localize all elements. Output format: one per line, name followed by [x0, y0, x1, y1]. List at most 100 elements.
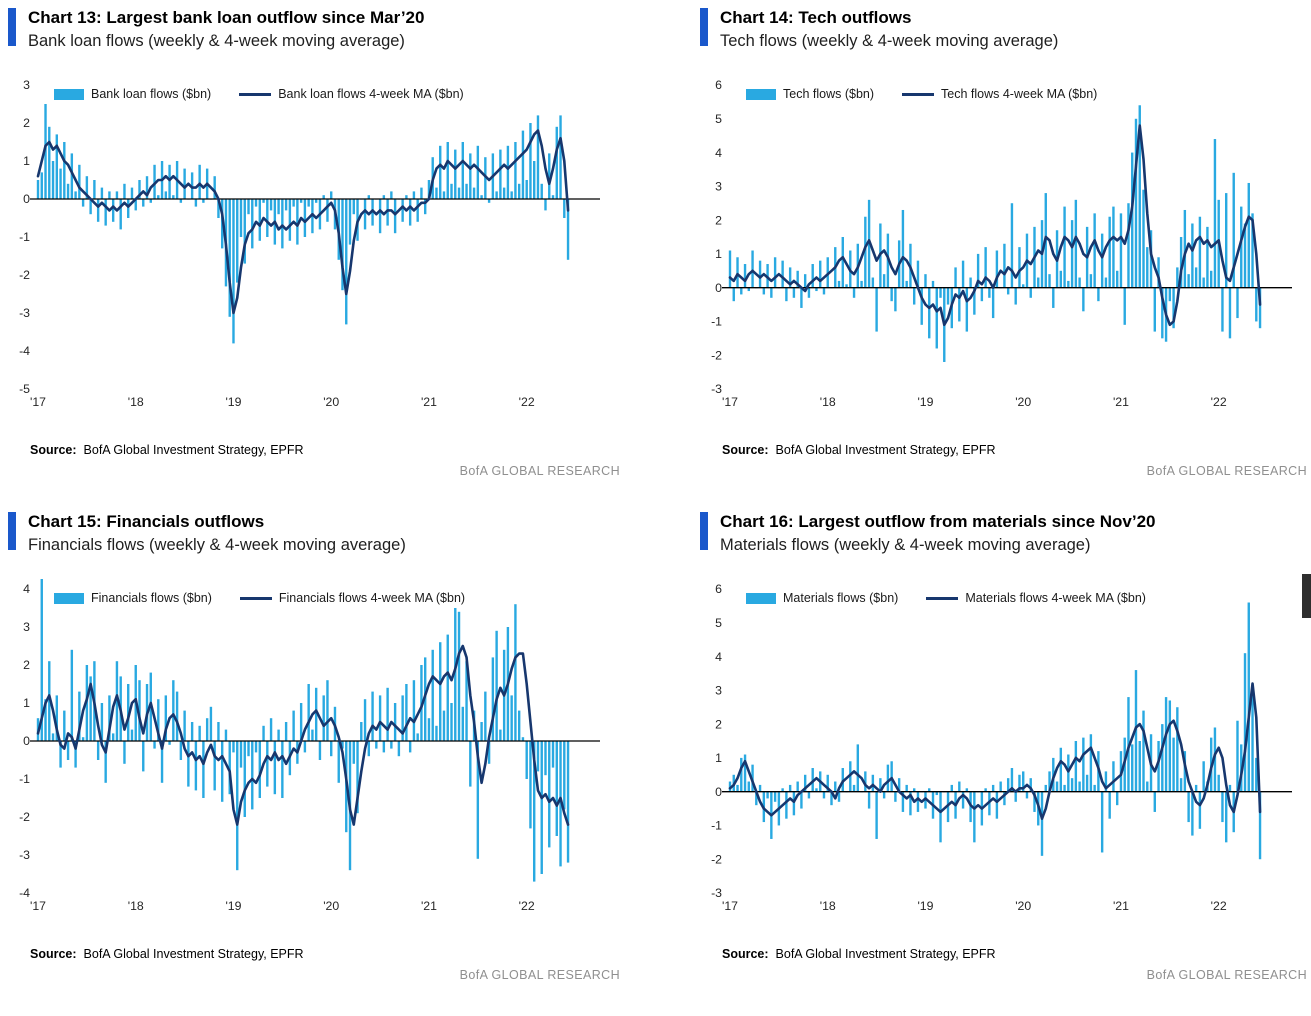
- source-line: Source: BofA Global Investment Strategy, …: [700, 443, 1307, 457]
- legend-line-label: Financials flows 4-week MA ($bn): [278, 591, 466, 605]
- chart16-card: Chart 16: Largest outflow from materials…: [700, 512, 1307, 982]
- chart15-legend: Financials flows ($bn) Financials flows …: [54, 591, 465, 605]
- title-accent-bar: [700, 512, 708, 550]
- chart-subtitle: Financials flows (weekly & 4-week moving…: [28, 536, 406, 554]
- y-axis-ticks: 6 5 4 3 2 1 0 -1 -2 -3: [711, 582, 722, 900]
- svg-text:2: 2: [23, 658, 30, 672]
- chart13-card: Chart 13: Largest bank loan outflow sinc…: [8, 8, 620, 478]
- svg-text:1: 1: [715, 247, 722, 261]
- svg-text:'18: '18: [820, 395, 836, 409]
- svg-text:-5: -5: [19, 382, 30, 396]
- svg-text:-3: -3: [19, 848, 30, 862]
- chart13-plot: 3 2 1 0 -1 -2 -3 -4 -5'17 '18 '19 '20 '21 '22: [19, 78, 600, 409]
- chart14-header: Chart 14: Tech outflows Tech flows (week…: [700, 8, 1307, 51]
- chart15-card: Chart 15: Financials outflows Financials…: [8, 512, 620, 982]
- legend-bar-label: Financials flows ($bn): [91, 591, 212, 605]
- svg-text:'20: '20: [1015, 395, 1031, 409]
- svg-text:-3: -3: [711, 886, 722, 900]
- svg-text:'18: '18: [128, 899, 144, 913]
- source-text: BofA Global Investment Strategy, EPFR: [775, 443, 996, 457]
- scrollbar-thumb[interactable]: [1302, 574, 1311, 618]
- x-axis-ticks: '17 '18 '19 '20 '21 '22: [722, 395, 1227, 409]
- chart-title: Chart 16: Largest outflow from materials…: [720, 512, 1156, 531]
- bars-series: [36, 579, 570, 882]
- line-series-swatch-icon: [902, 92, 935, 96]
- svg-text:'21: '21: [421, 395, 437, 409]
- svg-text:-1: -1: [19, 772, 30, 786]
- chart16-plot: 6 5 4 3 2 1 0 -1 -2 -3'17 '18 '19 '20 '21 '22: [711, 582, 1292, 913]
- bars-series: [728, 105, 1262, 362]
- svg-text:'21: '21: [421, 899, 437, 913]
- svg-text:-2: -2: [711, 852, 722, 866]
- svg-text:'18: '18: [128, 395, 144, 409]
- source-line: Source: BofA Global Investment Strategy, …: [8, 443, 620, 457]
- line-series-swatch-icon: [239, 92, 272, 96]
- svg-text:-2: -2: [19, 810, 30, 824]
- ma-line: [36, 644, 570, 826]
- chart14-card: Chart 14: Tech outflows Tech flows (week…: [700, 8, 1307, 478]
- legend-bar-label: Bank loan flows ($bn): [91, 87, 212, 101]
- svg-text:-2: -2: [19, 268, 30, 282]
- svg-text:'20: '20: [1015, 899, 1031, 913]
- svg-text:1: 1: [23, 696, 30, 710]
- bar-series-swatch-icon: [746, 88, 776, 100]
- svg-text:-2: -2: [711, 348, 722, 362]
- svg-text:-4: -4: [19, 344, 30, 358]
- svg-text:0: 0: [23, 734, 30, 748]
- svg-text:3: 3: [715, 684, 722, 698]
- research-label: BofA GLOBAL RESEARCH: [1146, 464, 1307, 478]
- source-label: Source:: [30, 443, 77, 457]
- svg-text:-1: -1: [711, 315, 722, 329]
- svg-text:2: 2: [715, 717, 722, 731]
- source-label: Source:: [30, 947, 77, 961]
- svg-text:1: 1: [23, 154, 30, 168]
- x-axis-ticks: '17 '18 '19 '20 '21 '22: [30, 899, 535, 913]
- title-accent-bar: [700, 8, 708, 46]
- y-axis-ticks: 6 5 4 3 2 1 0 -1 -2 -3: [711, 78, 722, 396]
- svg-text:4: 4: [23, 582, 30, 596]
- svg-text:'17: '17: [30, 395, 46, 409]
- source-label: Source:: [722, 443, 769, 457]
- chart-title: Chart 14: Tech outflows: [720, 8, 912, 27]
- source-text: BofA Global Investment Strategy, EPFR: [775, 947, 996, 961]
- svg-text:2: 2: [715, 213, 722, 227]
- svg-text:'22: '22: [1211, 899, 1227, 913]
- bars-series: [36, 104, 570, 344]
- svg-text:-3: -3: [19, 306, 30, 320]
- chart14-legend: Tech flows ($bn) Tech flows 4-week MA ($…: [746, 87, 1097, 101]
- line-series-swatch-icon: [239, 596, 272, 600]
- chart16-plot-area: Materials flows ($bn) Materials flows 4-…: [700, 579, 1307, 917]
- chart14-plot: 6 5 4 3 2 1 0 -1 -2 -3'17 '18 '19 '20 '21 '22: [711, 78, 1292, 409]
- svg-text:4: 4: [715, 146, 722, 160]
- source-line: Source: BofA Global Investment Strategy, …: [8, 947, 620, 961]
- svg-text:6: 6: [715, 78, 722, 92]
- research-label: BofA GLOBAL RESEARCH: [459, 464, 620, 478]
- svg-text:3: 3: [23, 78, 30, 92]
- svg-text:0: 0: [23, 192, 30, 206]
- svg-text:'19: '19: [225, 899, 241, 913]
- legend-bar-label: Materials flows ($bn): [783, 591, 899, 605]
- chart-title: Chart 15: Financials outflows: [28, 512, 265, 531]
- x-axis-ticks: '17 '18 '19 '20 '21 '22: [30, 395, 535, 409]
- legend-line-label: Bank loan flows 4-week MA ($bn): [278, 87, 464, 101]
- svg-text:'19: '19: [917, 395, 933, 409]
- bars-series: [728, 602, 1262, 860]
- svg-text:'21: '21: [1113, 899, 1129, 913]
- chart14-plot-area: Tech flows ($bn) Tech flows 4-week MA ($…: [700, 75, 1307, 413]
- svg-text:4: 4: [715, 650, 722, 664]
- source-text: BofA Global Investment Strategy, EPFR: [83, 443, 304, 457]
- svg-text:'17: '17: [722, 899, 738, 913]
- svg-text:'22: '22: [519, 395, 535, 409]
- svg-text:5: 5: [715, 616, 722, 630]
- bar-series-swatch-icon: [54, 88, 84, 100]
- svg-text:'17: '17: [30, 899, 46, 913]
- svg-text:1: 1: [715, 751, 722, 765]
- ma-line: [728, 682, 1262, 820]
- chart15-plot-area: Financials flows ($bn) Financials flows …: [8, 579, 620, 917]
- svg-text:'20: '20: [323, 899, 339, 913]
- bar-series-swatch-icon: [746, 592, 776, 604]
- chart13-plot-area: Bank loan flows ($bn) Bank loan flows 4-…: [8, 75, 620, 413]
- svg-text:'22: '22: [1211, 395, 1227, 409]
- svg-text:'21: '21: [1113, 395, 1129, 409]
